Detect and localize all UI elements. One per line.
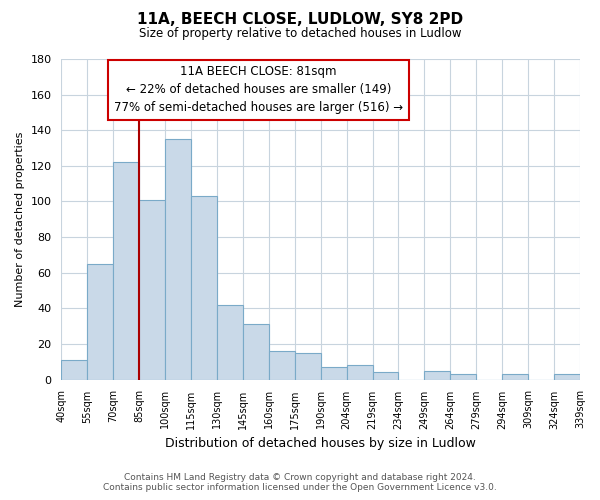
Bar bbox=[424, 370, 451, 380]
Bar bbox=[502, 374, 528, 380]
Bar bbox=[451, 374, 476, 380]
Bar bbox=[321, 367, 347, 380]
Bar bbox=[554, 374, 580, 380]
X-axis label: Distribution of detached houses by size in Ludlow: Distribution of detached houses by size … bbox=[165, 437, 476, 450]
Bar bbox=[61, 360, 88, 380]
Text: Size of property relative to detached houses in Ludlow: Size of property relative to detached ho… bbox=[139, 28, 461, 40]
Bar bbox=[243, 324, 269, 380]
Bar bbox=[139, 200, 165, 380]
Text: Contains HM Land Registry data © Crown copyright and database right 2024.
Contai: Contains HM Land Registry data © Crown c… bbox=[103, 473, 497, 492]
Bar bbox=[217, 305, 243, 380]
Bar bbox=[295, 353, 321, 380]
Text: 11A, BEECH CLOSE, LUDLOW, SY8 2PD: 11A, BEECH CLOSE, LUDLOW, SY8 2PD bbox=[137, 12, 463, 28]
Bar bbox=[113, 162, 139, 380]
Y-axis label: Number of detached properties: Number of detached properties bbox=[15, 132, 25, 307]
Bar bbox=[269, 351, 295, 380]
Bar bbox=[347, 366, 373, 380]
Text: 11A BEECH CLOSE: 81sqm
← 22% of detached houses are smaller (149)
77% of semi-de: 11A BEECH CLOSE: 81sqm ← 22% of detached… bbox=[114, 66, 403, 114]
Bar bbox=[88, 264, 113, 380]
Bar bbox=[191, 196, 217, 380]
Bar bbox=[165, 139, 191, 380]
Bar bbox=[373, 372, 398, 380]
